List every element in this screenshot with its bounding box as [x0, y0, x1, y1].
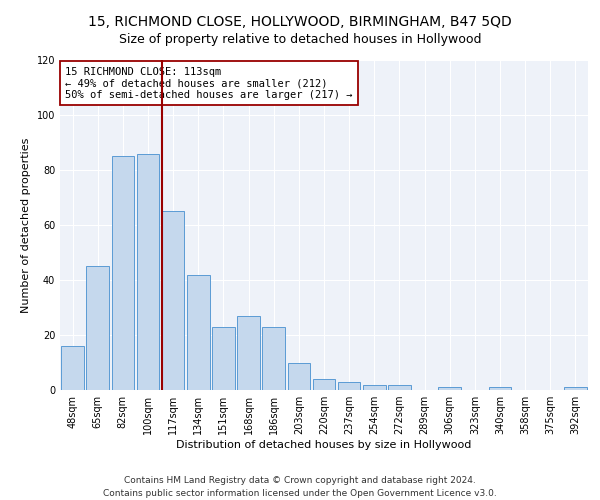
Bar: [61, 346, 84, 390]
Bar: [212, 327, 235, 390]
Bar: [363, 384, 386, 390]
X-axis label: Distribution of detached houses by size in Hollywood: Distribution of detached houses by size …: [176, 440, 472, 450]
Bar: [388, 384, 411, 390]
Bar: [338, 382, 361, 390]
Bar: [112, 156, 134, 390]
Y-axis label: Number of detached properties: Number of detached properties: [21, 138, 31, 312]
Bar: [137, 154, 160, 390]
Bar: [439, 387, 461, 390]
Bar: [187, 274, 209, 390]
Text: Size of property relative to detached houses in Hollywood: Size of property relative to detached ho…: [119, 32, 481, 46]
Text: Contains HM Land Registry data © Crown copyright and database right 2024.
Contai: Contains HM Land Registry data © Crown c…: [103, 476, 497, 498]
Text: 15, RICHMOND CLOSE, HOLLYWOOD, BIRMINGHAM, B47 5QD: 15, RICHMOND CLOSE, HOLLYWOOD, BIRMINGHA…: [88, 15, 512, 29]
Bar: [287, 362, 310, 390]
Bar: [86, 266, 109, 390]
Bar: [237, 316, 260, 390]
Bar: [564, 387, 587, 390]
Bar: [488, 387, 511, 390]
Bar: [162, 211, 184, 390]
Bar: [262, 327, 285, 390]
Text: 15 RICHMOND CLOSE: 113sqm
← 49% of detached houses are smaller (212)
50% of semi: 15 RICHMOND CLOSE: 113sqm ← 49% of detac…: [65, 66, 353, 100]
Bar: [313, 379, 335, 390]
